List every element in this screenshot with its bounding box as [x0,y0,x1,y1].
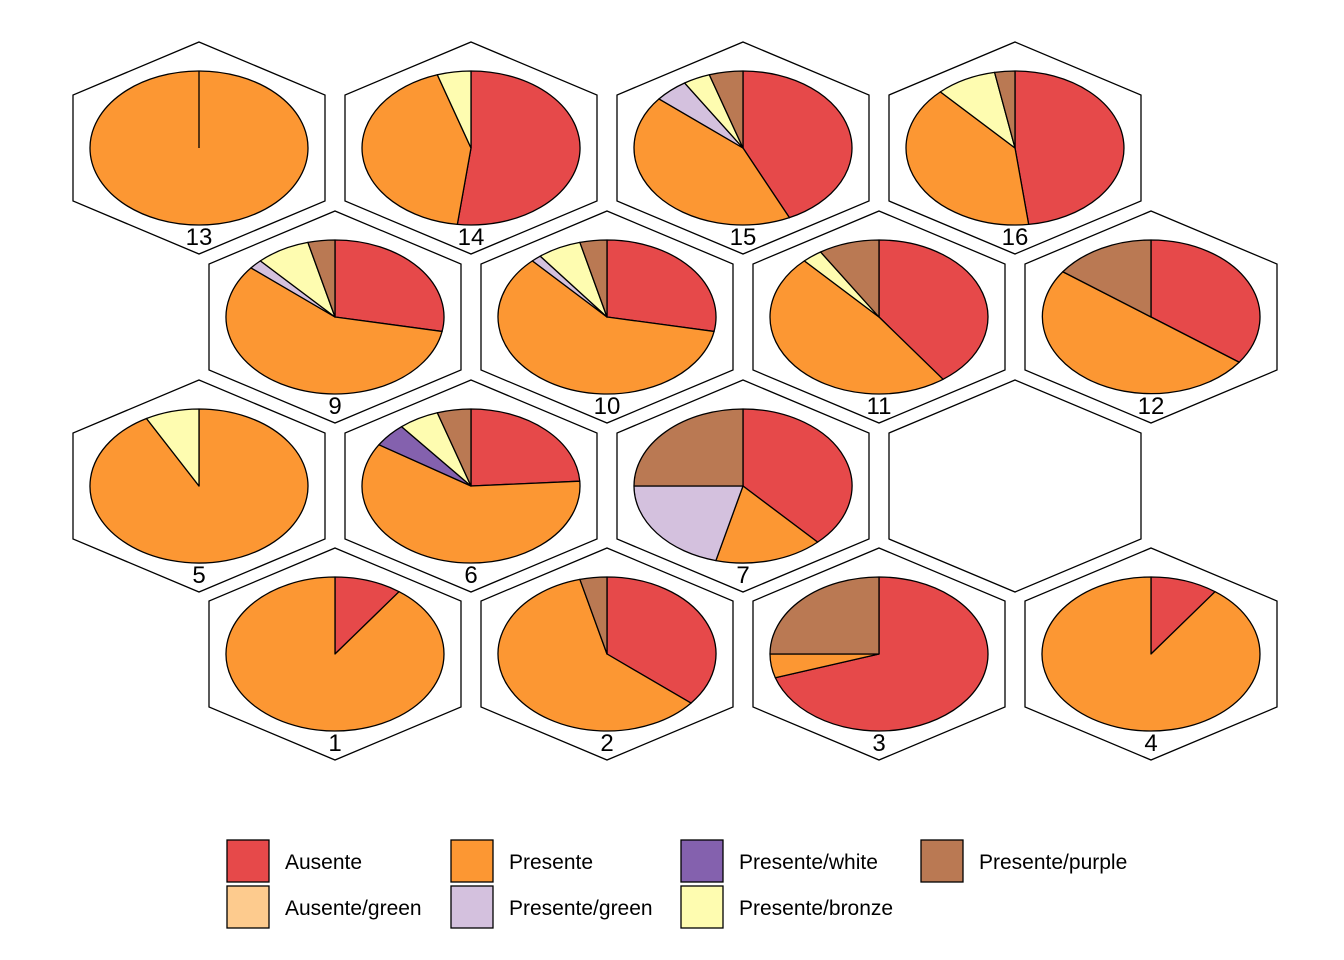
legend-swatch [920,839,964,883]
legend-item-ausente: Ausente [226,839,362,883]
pie-slice-presente [225,267,443,395]
pie-slice-presente [361,74,472,226]
pie-slice-ausente [878,239,989,380]
hex-node-15: 15 [616,41,870,255]
pie-slice-presente [1041,271,1240,395]
legend-item-presente-green: Presente/green [450,885,653,929]
hex-node-3: 3 [752,547,1006,761]
hex-node-13: 13 [72,41,326,255]
pie-slice-ausente [456,70,581,226]
pie-slice-presente-bronze [436,70,472,149]
pie-slice-presente [361,444,581,564]
legend-label: Presente [509,851,593,874]
legend-item-presente: Presente [450,839,593,883]
hex-node-9: 9 [208,210,462,424]
node-number-label: 9 [328,393,341,420]
pie-slice-presente-purple [436,408,472,487]
hex-node-5: 5 [72,379,326,593]
pie-slice-presente-bronze [145,408,200,487]
node-number-label: 3 [872,730,885,757]
hex-node-1: 1 [208,547,462,761]
pie-slice-presente [715,485,819,564]
hex-node-16: 16 [888,41,1142,255]
pie-slice-ausente [742,70,853,219]
legend-swatch [450,839,494,883]
hexagon-cell [888,379,1142,593]
legend-swatch [680,885,724,929]
pie-slice-presente [1041,576,1261,732]
pie-slice-ausente [1150,239,1261,363]
node-number-label: 13 [186,224,213,251]
hex-node-14: 14 [344,41,598,255]
legend-label: Ausente/green [285,897,422,920]
node-number-label: 10 [594,393,621,420]
pie-slice-presente-purple [579,576,608,655]
node-number-label: 7 [736,562,749,589]
pie-slice-presente [497,578,692,732]
legend-label: Presente/bronze [739,897,893,920]
legend: Ausente Presente Presente/white Presente/pu… [226,839,1127,929]
legend-label: Ausente [285,851,362,874]
node-number-label: 1 [328,730,341,757]
hex-node-4: 4 [1024,547,1278,761]
pie-slice-presente-green [633,485,744,562]
hex-node-2: 2 [480,547,734,761]
pie-slice-presente-purple [993,70,1016,149]
node-number-label: 12 [1138,393,1165,420]
node-number-label: 16 [1002,224,1029,251]
legend-swatch [226,885,270,929]
node-number-label: 5 [192,562,205,589]
pie-slice-presente-purple [819,239,880,318]
legend-swatch [226,839,270,883]
pie-slice-presente-purple [769,576,880,655]
pie-slice-ausente [606,576,717,704]
legend-label: Presente/purple [979,851,1127,874]
pie-slice-presente-purple [633,408,744,487]
hex-node-7: 7 [616,379,870,593]
node-number-label: 11 [867,393,892,420]
pie-slice-presente-purple [1062,239,1152,318]
hex-node-11: 11 [752,210,1006,424]
pie-slice-presente [905,91,1030,226]
pie-slice-ausente [606,239,717,333]
pie-slice-presente [769,260,944,395]
node-number-label: 2 [600,730,613,757]
pie-slice-presente-purple [579,239,608,318]
hex-node-8 [888,379,1142,593]
pie-slice-presente-purple [708,70,744,149]
node-number-label: 14 [458,224,485,251]
pie-slice-ausente [334,239,445,333]
node-number-label: 6 [464,562,477,589]
pie-slice-presente-purple [307,239,336,318]
pie-slice-ausente [774,576,989,732]
legend-label: Presente/green [509,897,653,920]
node-number-label: 15 [730,224,757,251]
pie-slice-presente [225,576,445,732]
legend-swatch [450,885,494,929]
pie-slice-ausente [742,408,853,543]
node-number-label: 4 [1144,730,1157,757]
legend-item-presente-bronze: Presente/bronze [680,885,893,929]
pie-slice-ausente [1014,70,1125,226]
legend-item-presente-purple: Presente/purple [920,839,1127,883]
hex-node-10: 10 [480,210,734,424]
pie-slice-presente [497,260,715,395]
legend-item-ausente-green: Ausente/green [226,885,422,929]
legend-label: Presente/white [739,851,878,874]
hex-node-12: 12 [1024,210,1278,424]
hex-node-6: 6 [344,379,598,593]
legend-swatch [680,839,724,883]
legend-item-presente-white: Presente/white [680,839,878,883]
pie-slice-ausente [470,408,581,487]
pie-slice-presente [633,98,791,226]
